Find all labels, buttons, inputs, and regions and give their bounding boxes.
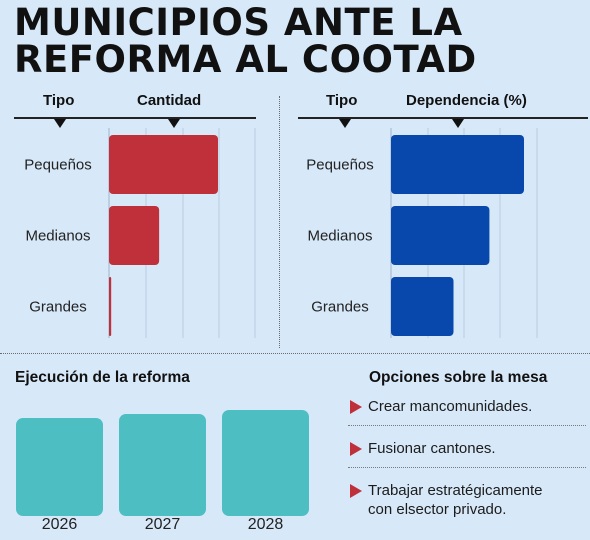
bar	[109, 277, 112, 336]
bar	[109, 206, 160, 265]
chart-dependencia: Tipo Dependencia (%) Pequeños Medianos Gra…	[288, 88, 590, 348]
header-tipo: Tipo	[43, 92, 75, 109]
option-text: Fusionar cantones.	[368, 440, 496, 457]
bar	[391, 135, 524, 194]
bar	[222, 410, 309, 516]
year-label: 2026	[42, 516, 78, 533]
header-rule	[298, 117, 588, 119]
play-bullet-icon	[350, 400, 362, 414]
triangle-down-icon	[452, 119, 464, 128]
header-cantidad: Cantidad	[137, 92, 202, 109]
chart-dependencia-plot: Pequeños Medianos Grandes	[306, 128, 538, 338]
category-label: Grandes	[29, 299, 87, 316]
bar	[109, 135, 218, 194]
header-tipo: Tipo	[326, 92, 358, 109]
triangle-down-icon	[168, 119, 180, 128]
option-separator	[348, 467, 586, 468]
category-label: Grandes	[311, 299, 369, 316]
vertical-divider	[279, 96, 280, 348]
option-text: Crear mancomunidades.	[368, 398, 533, 415]
triangle-down-icon	[54, 119, 66, 128]
option-text-line-2: con elsector privado.	[368, 501, 507, 518]
horizontal-divider	[0, 353, 590, 354]
year-label: 2027	[145, 516, 181, 533]
header-rule	[14, 117, 256, 119]
category-label: Medianos	[25, 228, 90, 245]
page-title: MUNICIPIOS ANTE LA REFORMA AL COOTAD	[14, 4, 584, 78]
option-separator	[348, 425, 586, 426]
year-label: 2028	[248, 516, 284, 533]
chart-cantidad: Tipo Cantidad Pequeños Medianos Grandes	[0, 88, 270, 348]
category-label: Pequeños	[306, 157, 374, 174]
bar	[391, 277, 454, 336]
title-line-1: MUNICIPIOS ANTE LA	[14, 1, 463, 44]
ejecucion-title: Ejecución de la reforma	[15, 369, 190, 386]
header-dependencia: Dependencia (%)	[406, 92, 527, 109]
chart-cantidad-plot: Pequeños Medianos Grandes	[24, 128, 256, 338]
chart-ejecucion-plot: 2026 2027 2028	[16, 410, 309, 533]
opciones-title: Opciones sobre la mesa	[369, 369, 548, 386]
bar	[119, 414, 206, 516]
title-line-2: REFORMA AL COOTAD	[14, 38, 477, 81]
category-label: Medianos	[307, 228, 372, 245]
play-bullet-icon	[350, 442, 362, 456]
option-text: Trabajar estratégicamente	[368, 482, 543, 499]
triangle-down-icon	[339, 119, 351, 128]
bar	[391, 206, 490, 265]
play-bullet-icon	[350, 484, 362, 498]
category-label: Pequeños	[24, 157, 92, 174]
bar	[16, 418, 103, 516]
